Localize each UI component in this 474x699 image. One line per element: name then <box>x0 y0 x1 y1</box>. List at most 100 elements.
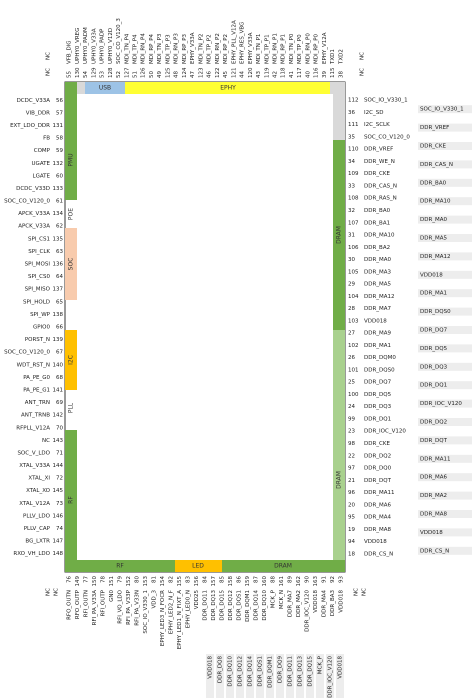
pin-name: UPHY0_V12D <box>108 28 114 64</box>
pin-number: 157 <box>211 576 217 587</box>
pin-number: 24 <box>348 404 355 410</box>
pin-number: 153 <box>143 576 149 587</box>
pin-name: EPHY_V12A <box>322 32 328 64</box>
pin-name: VDD018 <box>364 539 387 545</box>
extra-label-bg <box>418 381 472 390</box>
extra-label-bg <box>418 142 472 150</box>
pin-number: 51 <box>133 71 139 78</box>
pin-number: 70 <box>56 425 63 431</box>
nc-label: NC <box>360 52 366 60</box>
pmu-block <box>65 82 77 200</box>
pin-name: SPI_WP <box>30 312 51 318</box>
extra-label: VDD018 <box>420 530 443 536</box>
pin-number: 136 <box>53 262 64 268</box>
pin-number: 74 <box>56 526 63 532</box>
pin-number: 154 <box>160 576 166 587</box>
block-label: USB <box>99 85 111 92</box>
extra-label-bg <box>286 654 294 698</box>
pin-name: MDI_RN_P1 <box>273 33 279 64</box>
pin-number: 130 <box>75 67 81 78</box>
extra-label: VDD018 <box>420 272 443 278</box>
pin-number: 26 <box>348 355 355 361</box>
pin-number: 42 <box>273 71 279 78</box>
pin-number: 160 <box>262 576 268 587</box>
extra-label-bg <box>418 436 472 445</box>
block-label: I2C <box>68 355 75 365</box>
extra-label-bg <box>418 344 472 353</box>
pin-number: 19 <box>348 527 355 533</box>
pin-name: DCDC_V33A <box>17 98 51 104</box>
extra-label: VDD018 <box>208 656 214 679</box>
extra-label: DDR_VREF <box>420 125 449 131</box>
pin-number: 156 <box>194 576 200 587</box>
pin-number: 57 <box>56 110 63 116</box>
nc-label: NC <box>46 52 52 60</box>
extra-label: DDR_DQ3 <box>420 364 448 370</box>
extra-label: DDR_MA1 <box>420 291 447 297</box>
extra-label-bg <box>418 252 472 261</box>
pin-number: 120 <box>248 67 254 78</box>
pin-number: 84 <box>203 576 209 583</box>
pin-name: EPHY_LED2_N_F <box>169 590 175 634</box>
rf-left-block <box>65 430 77 572</box>
pin-name: VDD018 <box>364 318 387 324</box>
pin-number: 20 <box>348 502 355 508</box>
pin-name: RFPLL_V12A <box>16 425 50 431</box>
pin-number: 61 <box>56 199 63 205</box>
nc-label: NC <box>46 68 52 76</box>
pin-name: APCK_V33A <box>18 211 50 217</box>
pin-number: 102 <box>348 343 359 349</box>
pin-name: MDI_RN_P3 <box>174 33 180 64</box>
extra-label-bg <box>296 654 304 698</box>
pin-name: DDR_DQ15 <box>219 590 225 621</box>
pin-number: 77 <box>84 576 90 583</box>
extra-label: DDR_DQ13 <box>298 656 304 687</box>
pin-name: ANT_TRN <box>25 400 50 406</box>
extra-label: DDR_CS_N <box>420 548 449 554</box>
extra-label-bg <box>266 654 274 698</box>
pin-name: RFI_OUTP <box>101 589 107 616</box>
pin-number: 110 <box>348 147 359 153</box>
pin-name: LGATE <box>33 173 51 179</box>
pin-name: I2C_SCLK <box>364 122 390 128</box>
pin-number: 90 <box>304 576 310 583</box>
extra-label-bg <box>316 654 324 698</box>
pin-name: SOC_CO_V120_0 <box>4 350 50 356</box>
pin-name: MDI_RN_P4 <box>141 33 147 64</box>
pin-name: MDI_TP_P3 <box>165 34 171 64</box>
extra-label: DDR_CAS_N <box>420 162 453 168</box>
nc-label: NC <box>362 588 368 596</box>
extra-label: DDR_MA2 <box>420 493 447 499</box>
pin-number: 155 <box>177 576 183 587</box>
pin-name: DDR_DQ11 <box>203 590 209 621</box>
extra-label: DDR_DQ1 <box>420 383 447 389</box>
pin-name: DDR_BA2 <box>364 245 390 251</box>
pin-number: 119 <box>264 67 270 78</box>
pin-name: DDR_CKE <box>364 441 390 447</box>
pin-number: 56 <box>56 98 63 104</box>
pin-name: RFI_PA_V33N <box>135 590 141 626</box>
pin-number: 129 <box>91 67 97 78</box>
pin-number: 91 <box>321 576 327 583</box>
dram-right-block-2 <box>333 330 345 560</box>
pin-number: 94 <box>348 539 355 545</box>
extra-label-bg <box>418 289 472 298</box>
pin-name: SPI_MOSI <box>25 262 51 268</box>
pin-number: 40 <box>305 71 311 78</box>
pin-number: 85 <box>219 576 225 583</box>
pin-name: RFI_VO_LDO <box>118 589 124 623</box>
pin-name: VFB_DIG <box>67 40 73 64</box>
pin-name: TXD1 <box>330 49 336 65</box>
pin-name: MDI_RP_P3 <box>182 33 188 64</box>
extra-label-bg <box>418 307 472 316</box>
pin-name: GN0 <box>109 590 115 602</box>
pin-number: 105 <box>348 269 359 275</box>
pin-name: DDR_DQS1 <box>236 590 242 621</box>
block-label: DRAM <box>336 471 343 489</box>
pin-name: DDR_DQS0 <box>364 367 395 373</box>
pin-number: 121 <box>231 68 237 79</box>
extra-label-bg <box>418 528 472 537</box>
pin-number: 139 <box>53 337 64 343</box>
extra-label: DDR_DQ9 <box>278 656 284 684</box>
